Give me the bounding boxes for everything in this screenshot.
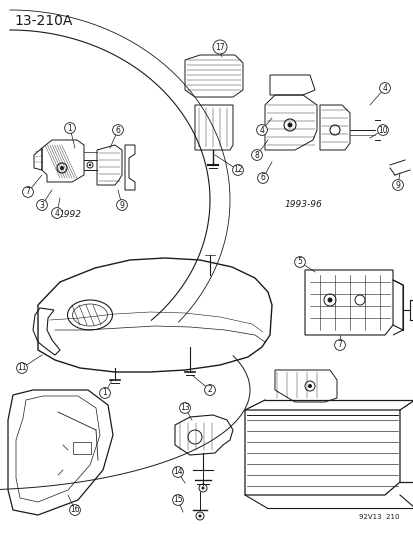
Text: 12: 12 bbox=[233, 166, 242, 174]
Text: 14: 14 bbox=[173, 467, 183, 477]
Circle shape bbox=[327, 297, 332, 303]
Circle shape bbox=[116, 200, 127, 211]
Text: 9: 9 bbox=[119, 200, 124, 209]
Circle shape bbox=[179, 402, 190, 414]
Text: 11: 11 bbox=[17, 364, 27, 373]
Circle shape bbox=[88, 164, 91, 166]
Circle shape bbox=[60, 166, 64, 170]
Text: 8: 8 bbox=[254, 150, 259, 159]
Text: 1: 1 bbox=[102, 389, 107, 398]
Circle shape bbox=[198, 514, 201, 518]
Circle shape bbox=[232, 165, 243, 175]
Circle shape bbox=[287, 123, 292, 127]
Text: 1: 1 bbox=[67, 124, 72, 133]
Circle shape bbox=[212, 40, 226, 54]
Circle shape bbox=[257, 173, 268, 183]
Circle shape bbox=[377, 125, 387, 135]
Text: 92V13  210: 92V13 210 bbox=[358, 514, 399, 520]
Circle shape bbox=[204, 385, 215, 395]
Text: 13: 13 bbox=[180, 403, 189, 413]
Text: 3: 3 bbox=[40, 200, 44, 209]
Text: 9: 9 bbox=[394, 181, 399, 190]
Circle shape bbox=[36, 200, 47, 211]
Circle shape bbox=[251, 150, 262, 160]
Circle shape bbox=[379, 83, 389, 93]
Circle shape bbox=[52, 208, 62, 219]
Circle shape bbox=[334, 340, 344, 350]
Circle shape bbox=[69, 505, 80, 515]
Text: 6: 6 bbox=[260, 174, 265, 182]
Text: 16: 16 bbox=[70, 505, 80, 514]
Text: 5: 5 bbox=[297, 257, 302, 266]
Text: 1993-96: 1993-96 bbox=[284, 200, 322, 209]
Circle shape bbox=[17, 362, 27, 374]
Text: 7: 7 bbox=[337, 341, 342, 350]
Circle shape bbox=[307, 384, 311, 388]
Circle shape bbox=[294, 256, 305, 268]
Circle shape bbox=[172, 466, 183, 478]
Circle shape bbox=[23, 187, 33, 197]
Circle shape bbox=[172, 495, 183, 505]
Text: 15: 15 bbox=[173, 496, 183, 505]
Text: 17: 17 bbox=[215, 43, 224, 52]
Circle shape bbox=[392, 180, 402, 190]
Text: 10: 10 bbox=[377, 125, 387, 134]
Circle shape bbox=[112, 125, 123, 135]
Text: 2: 2 bbox=[207, 385, 212, 394]
Text: 13-210A: 13-210A bbox=[14, 14, 72, 28]
Text: 4: 4 bbox=[259, 125, 264, 134]
Circle shape bbox=[100, 387, 110, 398]
Text: 1992: 1992 bbox=[58, 210, 81, 219]
Text: 4: 4 bbox=[55, 208, 59, 217]
Circle shape bbox=[201, 487, 204, 489]
Text: 4: 4 bbox=[382, 84, 387, 93]
Text: 6: 6 bbox=[115, 125, 120, 134]
Circle shape bbox=[256, 125, 267, 135]
Circle shape bbox=[64, 123, 75, 133]
Text: 7: 7 bbox=[26, 188, 31, 197]
